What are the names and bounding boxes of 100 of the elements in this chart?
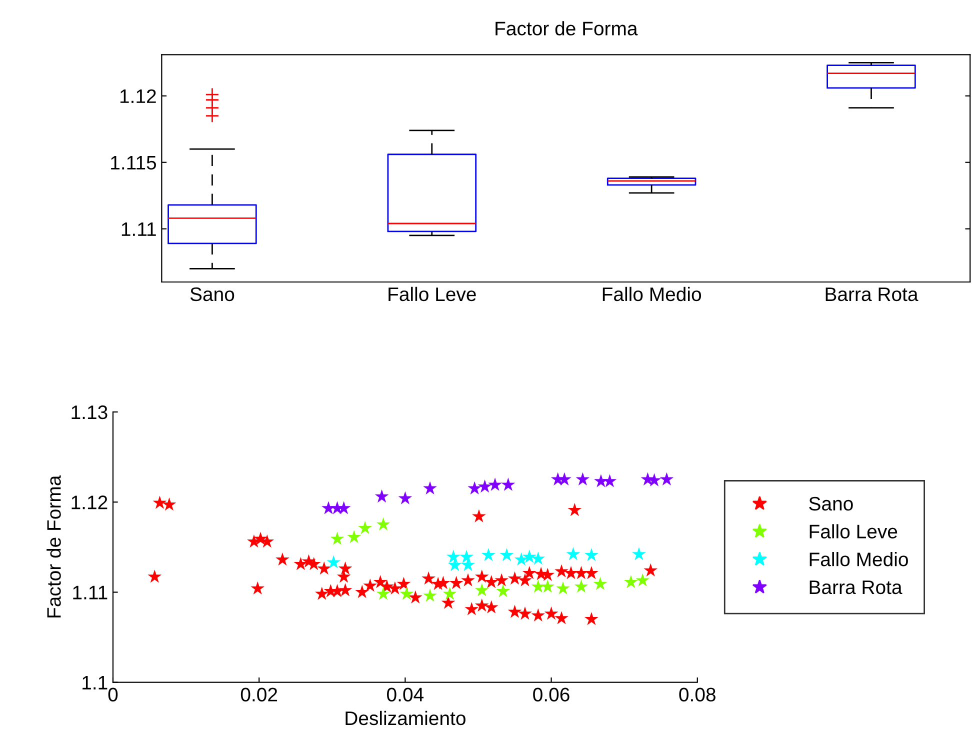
point	[152, 496, 167, 509]
point	[576, 472, 590, 486]
point	[558, 472, 572, 486]
point	[396, 576, 411, 590]
point	[508, 604, 522, 618]
point	[374, 489, 389, 503]
y-tick-label: 1.12	[120, 89, 156, 103]
point	[148, 570, 162, 583]
x-tick-label: Barra Rota	[826, 288, 918, 302]
point	[554, 564, 568, 578]
point	[422, 571, 436, 585]
point	[584, 566, 598, 580]
point	[336, 501, 351, 514]
point	[380, 580, 394, 593]
point	[482, 548, 496, 562]
point	[358, 520, 372, 534]
x-axis-title: Deslizamiento	[346, 710, 466, 726]
point	[554, 611, 568, 624]
point	[376, 517, 390, 531]
legend-label: Fallo Medio	[810, 552, 908, 566]
point	[294, 556, 308, 570]
point	[317, 561, 332, 575]
point	[544, 606, 558, 620]
point	[468, 481, 482, 494]
point	[474, 598, 489, 612]
point	[568, 502, 582, 516]
point	[514, 552, 528, 566]
point	[540, 580, 555, 593]
point	[423, 481, 437, 494]
point	[644, 563, 658, 576]
x-tick-label: 0	[108, 688, 118, 702]
point	[484, 600, 498, 614]
point	[624, 575, 638, 588]
point	[398, 491, 412, 504]
point	[508, 571, 522, 585]
point	[522, 566, 536, 580]
x-tick-label: 0.04	[387, 688, 424, 702]
point	[518, 606, 532, 620]
point	[522, 550, 536, 563]
point	[488, 478, 502, 491]
point	[250, 581, 265, 594]
point	[276, 552, 290, 566]
x-tick-label: 0.08	[679, 688, 716, 702]
point	[518, 573, 532, 586]
point	[441, 596, 456, 609]
point	[478, 479, 492, 493]
point	[584, 612, 598, 626]
point	[531, 608, 546, 622]
point	[400, 586, 414, 600]
legend-label: Fallo Leve	[810, 524, 898, 538]
x-tick-label: Fallo Leve	[388, 286, 476, 302]
point	[338, 583, 352, 596]
point	[594, 474, 608, 488]
point	[602, 474, 617, 488]
point	[484, 575, 498, 588]
point	[326, 555, 341, 568]
chart-title: Factor de Forma	[496, 21, 638, 36]
x-tick-label: Fallo Medio	[602, 286, 702, 302]
point	[564, 566, 578, 580]
point	[355, 584, 370, 598]
point	[388, 581, 402, 594]
point	[423, 588, 437, 602]
x-tick-label: 0.06	[533, 688, 570, 702]
point	[660, 472, 674, 486]
point	[376, 586, 390, 600]
point	[461, 573, 475, 586]
y-tick-label: 1.12	[72, 496, 108, 510]
y-tick-label: 1.115	[111, 156, 156, 170]
point	[494, 573, 509, 586]
y-tick-label: 1.11	[73, 586, 108, 600]
point	[556, 581, 570, 594]
x-tick-label: Sano	[190, 287, 234, 302]
point	[496, 584, 510, 598]
point	[330, 532, 344, 545]
legend-label: Sano	[809, 496, 853, 511]
point	[363, 578, 378, 592]
point	[632, 547, 646, 560]
point	[464, 602, 479, 616]
y-tick-label: 1.1	[82, 676, 108, 690]
point	[500, 548, 514, 562]
point	[501, 478, 516, 491]
point	[322, 501, 336, 514]
point	[338, 561, 352, 575]
point	[460, 550, 474, 563]
point	[449, 576, 464, 590]
point	[314, 586, 329, 600]
point	[408, 590, 422, 604]
point	[347, 530, 361, 544]
legend-label: Barra Rota	[810, 580, 902, 594]
point	[472, 509, 486, 522]
x-tick-label: 0.02	[240, 688, 278, 702]
point	[593, 576, 608, 590]
point	[474, 583, 489, 596]
y-tick-label: 1.11	[122, 222, 156, 236]
point	[574, 580, 588, 593]
point	[442, 586, 457, 600]
point	[531, 552, 546, 565]
point	[474, 570, 489, 583]
y-axis-title: Factor de Forma	[46, 475, 61, 618]
point	[636, 573, 650, 586]
